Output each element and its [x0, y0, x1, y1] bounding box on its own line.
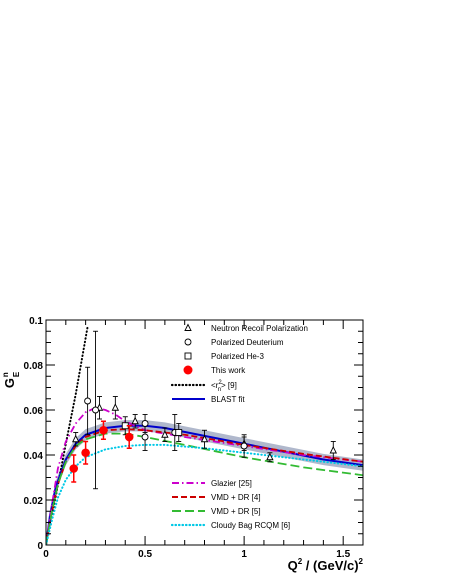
svg-text:GnE: Gn E [1, 371, 21, 388]
legend-entry-vmd_dr4: VMD + DR [4] [172, 493, 261, 502]
pol_deuterium-point [84, 397, 92, 405]
tick-label-layer: 0 0.5 1 1.5 0 0.02 0.04 0.06 0.08 0.1 [24, 316, 351, 560]
pol_deuterium-point [92, 406, 99, 414]
legend-top: Neutron Recoil Polarization Polarized Deu… [170, 323, 308, 404]
legend-label-pol_deuterium: Polarized Deuterium [211, 338, 284, 347]
y-tick-label: 0 [37, 541, 43, 552]
neutron_recoil-point [71, 434, 80, 443]
legend-bottom: Glazier [25] VMD + DR [4] VMD + DR [5] Clou… [170, 479, 290, 530]
legend-label-blast: BLAST fit [211, 395, 245, 404]
cloudy_bag-curve [46, 443, 363, 545]
legend-label-cloudy_bag: Cloudy Bag RCQM [6] [211, 521, 290, 530]
legend-swatch-neutron_recoil [184, 323, 192, 331]
x-tick-label: 0.5 [138, 549, 152, 560]
neutron_recoil-point [131, 416, 139, 425]
data-point-layer [69, 330, 338, 490]
r2-curve [46, 325, 89, 545]
x-tick-label: 1 [241, 549, 247, 560]
legend-entry-neutron_recoil: Neutron Recoil Polarization [184, 323, 308, 333]
legend-label-vmd_dr4: VMD + DR [4] [211, 493, 261, 502]
pol_deuterium-point [141, 420, 149, 427]
x-axis-title: Q2 / (GeV/c)2 [288, 557, 364, 573]
legend-entry-pol_deuterium: Polarized Deuterium [184, 338, 284, 347]
legend-label-this_work: This work [211, 366, 246, 375]
vmd_dr5-curve [46, 432, 363, 545]
legend-label-vmd_dr5: VMD + DR [5] [211, 507, 261, 516]
tick-layer [45, 319, 363, 546]
y-axis-title-sub: E [12, 371, 21, 377]
legend-entry-blast: BLAST fit [172, 395, 245, 404]
legend-swatch-pol_he3 [184, 352, 192, 360]
y-axis-title: Gn E [1, 371, 21, 388]
this_work-point [69, 464, 79, 473]
this_work-point [81, 448, 90, 458]
neutron_recoil-point [200, 434, 209, 443]
y-axis-title-main: G [2, 378, 17, 388]
y-tick-label: 0.04 [24, 451, 44, 462]
legend-label-neutron_recoil: Neutron Recoil Polarization [211, 324, 308, 333]
legend-entry-this_work: This work [183, 365, 246, 375]
legend-entry-glazier: Glazier [25] [172, 479, 252, 488]
x-tick-label: 1.5 [336, 549, 350, 560]
glazier-curve [46, 406, 363, 545]
y-axis-title-sup: n [1, 372, 10, 377]
x-axis-title-rest: / (GeV/c) [302, 558, 358, 573]
x-axis-title-sup: 2 [298, 557, 303, 566]
neutron_recoil-point [111, 403, 120, 411]
y-tick-label: 0.02 [24, 496, 44, 507]
this_work-point [124, 432, 134, 442]
legend-entry-pol_he3: Polarized He-3 [184, 352, 264, 361]
legend-label-pol_he3: Polarized He-3 [211, 352, 264, 361]
pol_deuterium-point [141, 433, 149, 441]
pol_he3-point [175, 429, 183, 436]
legend-label-glazier: Glazier [25] [211, 479, 252, 488]
x-axis-title-main: Q [288, 558, 298, 573]
x-axis-title-sup2: 2 [359, 557, 364, 566]
legend-entry-cloudy_bag: Cloudy Bag RCQM [6] [170, 521, 290, 530]
legend-label-r2: <r2 n> [9] [211, 380, 237, 393]
legend-entry-vmd_dr5: VMD + DR [5] [172, 507, 261, 516]
neutron_recoil-point [329, 445, 338, 454]
legend-entry-r2: <r2 n> [9] [170, 380, 237, 393]
neutron_recoil-point [161, 430, 169, 438]
x-tick-label: 0 [43, 549, 49, 560]
legend-swatch-this_work [183, 365, 193, 375]
neutron_recoil-point [266, 452, 274, 461]
legend-swatch-pol_deuterium [184, 338, 192, 346]
this_work-point [99, 425, 108, 435]
y-tick-label: 0.08 [24, 361, 44, 372]
y-tick-label: 0.06 [24, 406, 44, 417]
pol_deuterium-point [240, 442, 248, 450]
y-tick-label: 0.1 [29, 316, 43, 327]
